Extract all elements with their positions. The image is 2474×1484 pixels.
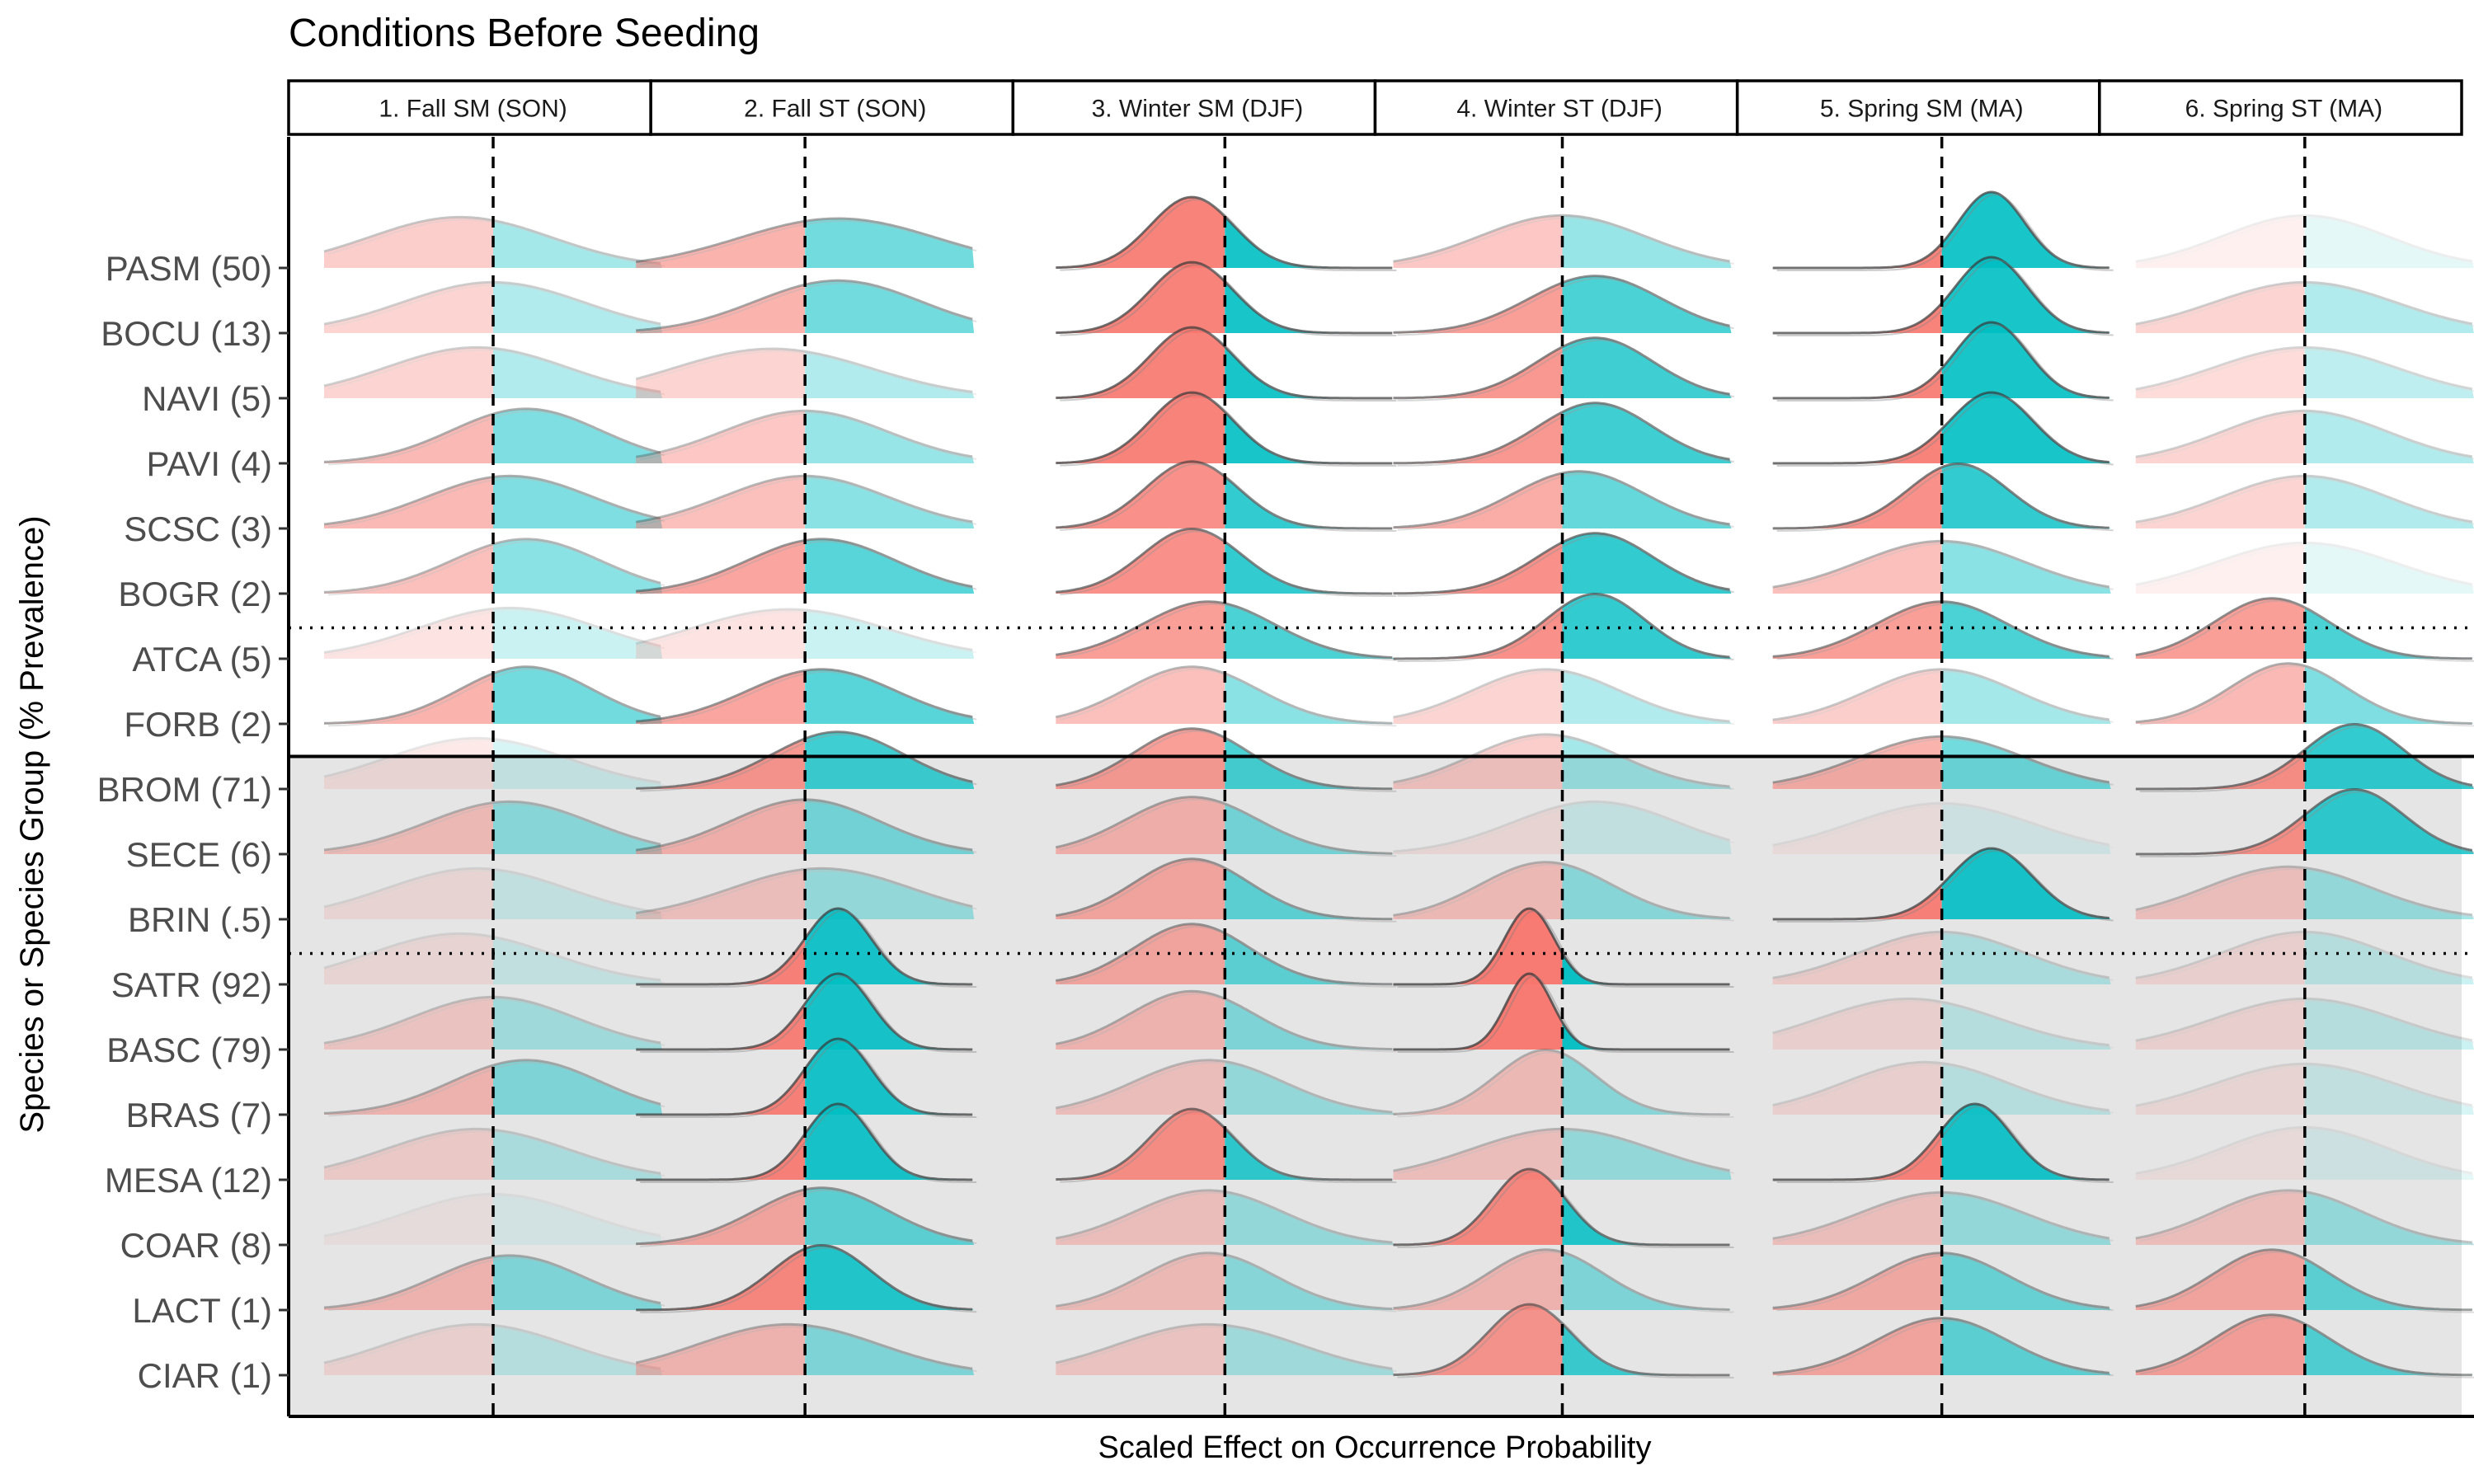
species-label: BASC (79) — [106, 1031, 272, 1069]
species-label: BOCU (13) — [101, 314, 272, 353]
species-label: PAVI (4) — [147, 444, 272, 483]
species-label: SATR (92) — [111, 965, 272, 1004]
species-label: SECE (6) — [126, 835, 272, 874]
species-labels: PASM (50) BOCU (13) NAVI (5) PAVI (4) SCSC (… — [97, 249, 289, 1395]
panel-strip-label: 4. Winter ST (DJF) — [1456, 96, 1662, 123]
ridge-6-4 — [1773, 602, 2114, 660]
species-label: BRIN (.5) — [128, 900, 272, 939]
species-label: COAR (8) — [120, 1226, 272, 1265]
species-label: NAVI (5) — [142, 379, 272, 418]
species-label: ATCA (5) — [132, 640, 272, 679]
panel-strips: 1. Fall SM (SON) 2. Fall ST (SON) 3. Winte… — [289, 81, 2462, 134]
species-label: BRAS (7) — [126, 1096, 272, 1134]
species-label: MESA (12) — [105, 1161, 272, 1200]
ridge-2-3 — [1394, 338, 1734, 401]
panel-strip-label: 2. Fall ST (SON) — [744, 96, 926, 123]
y-axis-title: Species or Species Group (% Prevalence) — [14, 515, 50, 1133]
ridge-5-4 — [1773, 541, 2114, 594]
species-label: FORB (2) — [124, 705, 272, 744]
ridge-negative-part — [1056, 602, 1394, 659]
species-label: BROM (71) — [97, 770, 272, 809]
ridge-5-0 — [324, 539, 665, 595]
panel-strip-label: 1. Fall SM (SON) — [379, 96, 567, 123]
species-label: BOGR (2) — [118, 575, 272, 613]
ridge-5-1 — [636, 539, 976, 594]
panel-strip-label: 6. Spring ST (MA) — [2185, 96, 2383, 123]
species-label: LACT (1) — [132, 1291, 272, 1330]
species-label: PASM (50) — [106, 249, 272, 288]
chart-title: Conditions Before Seeding — [289, 12, 760, 55]
species-label: SCSC (3) — [124, 510, 272, 548]
panel-strip-label: 5. Spring SM (MA) — [1820, 96, 2024, 123]
x-axis-title: Scaled Effect on Occurrence Probability — [1098, 1430, 1652, 1465]
ridge-positive-part — [1394, 594, 1732, 660]
ridge-6-2 — [1056, 602, 1396, 660]
ridge-5-5 — [2136, 542, 2474, 594]
panel-strip-label: 3. Winter SM (DJF) — [1092, 96, 1304, 123]
species-label: CIAR (1) — [138, 1356, 272, 1395]
